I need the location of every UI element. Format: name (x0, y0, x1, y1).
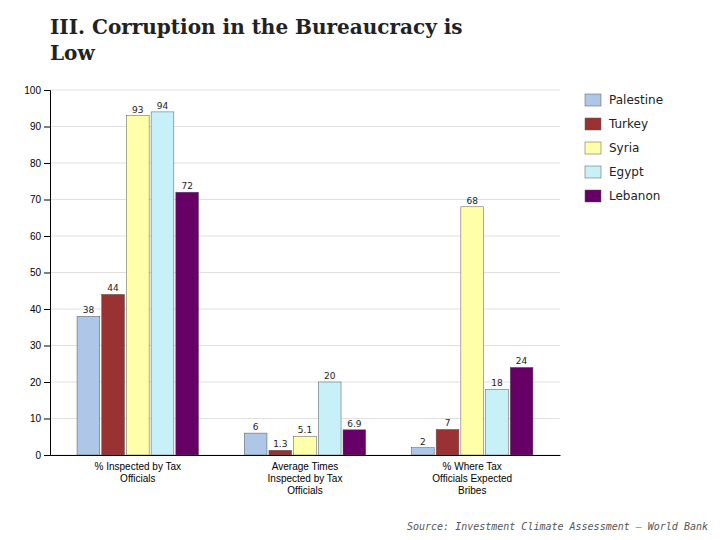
y-tick-mark (44, 382, 50, 383)
data-label: 6 (253, 422, 259, 432)
x-axis: % Inspected by TaxOfficials Average Times… (51, 455, 561, 496)
annotation: Source: Investment Climate Assessment – … (407, 521, 708, 532)
legend-item: Syria (585, 141, 639, 155)
legend-label: Syria (609, 141, 639, 155)
y-tick-mark (44, 90, 50, 91)
legend-label: Palestine (609, 93, 663, 107)
bar (244, 433, 267, 455)
legend-swatch (585, 118, 601, 130)
y-axis-line (44, 91, 51, 456)
legend-label: Egypt (609, 165, 644, 179)
x-axis-line (51, 455, 561, 456)
y-tick-mark (44, 163, 50, 164)
data-label: 6.9 (347, 419, 362, 429)
y-tick: 80 (30, 158, 50, 169)
x-tick-label: % Inspected by TaxOfficials (95, 461, 182, 484)
y-tick-label: 80 (30, 158, 42, 169)
bar (411, 448, 434, 455)
x-tick-label: % Where TaxOfficials ExpectedBribes (432, 461, 512, 496)
y-tick-label: 50 (30, 267, 42, 278)
data-label: 68 (466, 196, 478, 206)
x-tick: % Where TaxOfficials ExpectedBribes (432, 455, 512, 496)
legend-label: Turkey (608, 117, 648, 131)
x-tick: Average TimesInspected by TaxOfficials (268, 455, 343, 496)
data-label: 7 (445, 418, 451, 428)
data-labels: 38 6 2 44 1.3 7 93 5.1 68 94 20 18 72 6.9 24 (83, 101, 528, 449)
x-tick: % Inspected by TaxOfficials (95, 455, 182, 484)
x-tick-label: Average TimesInspected by TaxOfficials (268, 461, 343, 496)
y-tick-label: 60 (30, 231, 42, 242)
y-tick-mark (44, 419, 50, 420)
data-label: 5.1 (298, 425, 312, 435)
legend-item: Turkey (585, 117, 648, 131)
y-tick-mark (44, 346, 50, 347)
title: III. Corruption in the Bureaucracy isLow (50, 15, 463, 65)
y-tick-mark (44, 455, 50, 456)
y-tick: 0 (35, 450, 50, 461)
legend-label: Lebanon (609, 189, 660, 203)
data-label: 18 (491, 378, 503, 388)
y-tick: 20 (30, 377, 50, 388)
y-tick-mark (44, 127, 50, 128)
y-tick-mark (44, 236, 50, 237)
y-tick: 30 (30, 340, 50, 351)
data-label: 38 (83, 305, 95, 315)
bar (343, 430, 366, 455)
bar (151, 112, 174, 455)
bar (126, 116, 149, 455)
chart: III. Corruption in the Bureaucracy isLow… (0, 0, 720, 540)
legend-swatch (585, 190, 601, 202)
y-tick-label: 20 (30, 377, 42, 388)
y-tick: 60 (30, 231, 50, 242)
data-label: 94 (157, 101, 169, 111)
grid (50, 90, 560, 455)
y-tick: 70 (30, 194, 50, 205)
y-tick: 90 (30, 121, 50, 132)
legend-item: Palestine (585, 93, 663, 107)
y-tick-label: 0 (35, 450, 41, 461)
bar (510, 367, 533, 455)
plot: 38 6 2 44 1.3 7 93 5.1 68 94 20 18 72 6.9 24 0 10 20 30 40 5… (24, 85, 560, 496)
bar (77, 316, 100, 455)
bar (102, 294, 125, 455)
data-label: 20 (324, 371, 336, 381)
bar (436, 429, 459, 455)
bar (486, 389, 509, 455)
legend-item: Egypt (585, 165, 644, 179)
y-tick-mark (44, 309, 50, 310)
data-label: 24 (516, 356, 528, 366)
y-tick-label: 10 (30, 413, 42, 424)
bar (461, 207, 484, 455)
y-tick-label: 70 (30, 194, 42, 205)
y-tick: 10 (30, 413, 50, 424)
bar (269, 450, 292, 455)
y-tick: 40 (30, 304, 50, 315)
bar (318, 382, 341, 455)
legend: Palestine Turkey Syria Egypt Lebanon (585, 93, 663, 203)
y-tick: 100 (24, 85, 50, 96)
grid-line (50, 90, 560, 91)
y-tick-label: 40 (30, 304, 42, 315)
data-label: 93 (132, 105, 143, 115)
legend-swatch (585, 166, 601, 178)
y-axis: 0 10 20 30 40 50 60 70 80 90 100 (24, 85, 50, 461)
legend-swatch (585, 142, 601, 154)
y-tick-mark (44, 273, 50, 274)
legend-swatch (585, 94, 601, 106)
data-label: 72 (181, 181, 192, 191)
bar (176, 192, 199, 455)
data-label: 44 (107, 283, 119, 293)
y-tick-label: 90 (30, 121, 42, 132)
y-tick-label: 100 (24, 85, 41, 96)
y-tick: 50 (30, 267, 50, 278)
legend-item: Lebanon (585, 189, 660, 203)
bars (77, 112, 533, 455)
y-tick-label: 30 (30, 340, 42, 351)
bar (294, 436, 317, 455)
data-label: 2 (420, 437, 426, 447)
y-tick-mark (44, 200, 50, 201)
data-label: 1.3 (273, 439, 287, 449)
